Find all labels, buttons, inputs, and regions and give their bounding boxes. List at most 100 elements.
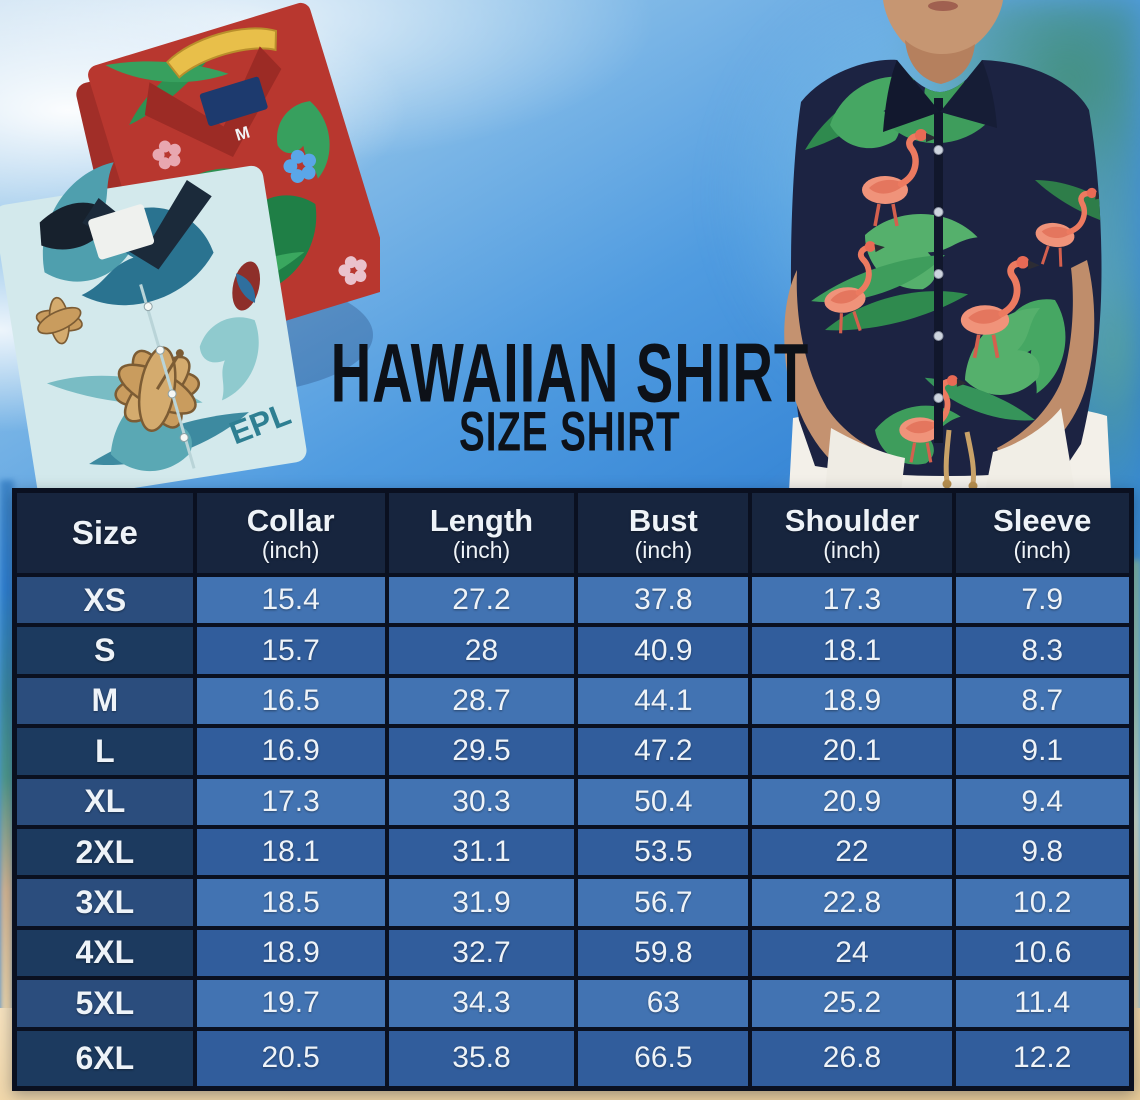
column-header-collar: Collar (inch): [194, 491, 387, 575]
size-cell: M: [15, 675, 195, 727]
value-cell: 59.8: [576, 927, 751, 979]
value-cell: 17.3: [750, 575, 954, 626]
collar-label-band: [166, 27, 278, 79]
value-cell: 26.8: [750, 1028, 954, 1088]
value-cell: 15.7: [194, 625, 387, 676]
shirt-collar-right: [940, 60, 997, 128]
teal-shirt-collar: [82, 179, 212, 270]
model-right-arm: [997, 260, 1095, 470]
value-cell: 28.7: [386, 675, 577, 727]
model-left-arm: [784, 270, 893, 478]
value-cell: 32.7: [386, 927, 577, 979]
value-cell: 7.9: [953, 575, 1131, 626]
value-cell: 66.5: [576, 1028, 751, 1088]
value-cell: 9.4: [953, 776, 1131, 827]
value-cell: 18.5: [194, 877, 387, 928]
size-cell: 5XL: [15, 978, 195, 1029]
model-neck: [905, 40, 975, 84]
value-cell: 15.4: [194, 575, 387, 626]
hibiscus-flower-small: [35, 296, 83, 345]
table-row: M 16.5 28.7 44.1 18.9 8.7: [15, 675, 1131, 727]
value-cell: 63: [576, 978, 751, 1029]
table-row: L 16.9 29.5 47.2 20.1 9.1: [15, 726, 1131, 777]
table-row: 4XL 18.9 32.7 59.8 24 10.6: [15, 927, 1131, 979]
red-shirt-neck-tag: [199, 76, 268, 126]
value-cell: 29.5: [386, 726, 577, 777]
table-row: 3XL 18.5 31.9 56.7 22.8 10.2: [15, 877, 1131, 928]
column-header-shoulder: Shoulder (inch): [750, 491, 954, 575]
column-header-bust: Bust (inch): [576, 491, 751, 575]
value-cell: 19.7: [194, 978, 387, 1029]
value-cell: 18.9: [194, 927, 387, 979]
value-cell: 8.7: [953, 675, 1131, 727]
pants-pocket-left: [825, 428, 905, 492]
value-cell: 25.2: [750, 978, 954, 1029]
table-row: XL 17.3 30.3 50.4 20.9 9.4: [15, 776, 1131, 827]
size-cell: L: [15, 726, 195, 777]
value-cell: 8.3: [953, 625, 1131, 676]
value-cell: 40.9: [576, 625, 751, 676]
model-photo: [784, 0, 1111, 492]
table-header-row: Size Collar (inch) Length (inch) Bust (inch…: [15, 491, 1131, 575]
model-lips: [928, 1, 958, 11]
value-cell: 47.2: [576, 726, 751, 777]
size-cell: XL: [15, 776, 195, 827]
size-tag-text: M: [233, 123, 252, 145]
value-cell: 9.1: [953, 726, 1131, 777]
red-shirt-collar: [144, 46, 282, 158]
value-cell: 22: [750, 826, 954, 878]
folded-shirts-photo: M: [0, 2, 380, 500]
table-row: XS 15.4 27.2 37.8 17.3 7.9: [15, 575, 1131, 626]
table-row: 2XL 18.1 31.1 53.5 22 9.8: [15, 826, 1131, 878]
value-cell: 20.1: [750, 726, 954, 777]
value-cell: 44.1: [576, 675, 751, 727]
value-cell: 12.2: [953, 1028, 1131, 1088]
value-cell: 11.4: [953, 978, 1131, 1029]
model-shirt: [790, 59, 1102, 477]
value-cell: 37.8: [576, 575, 751, 626]
column-header-length: Length (inch): [386, 491, 577, 575]
value-cell: 24: [750, 927, 954, 979]
table-row: 6XL 20.5 35.8 66.5 26.8 12.2: [15, 1028, 1131, 1088]
value-cell: 56.7: [576, 877, 751, 928]
title-block: HAWAIIAN SHIRT SIZE SHIRT: [0, 331, 1140, 459]
size-cell: 2XL: [15, 826, 195, 878]
teal-shirt-neck-label: [88, 204, 155, 260]
value-cell: 22.8: [750, 877, 954, 928]
left-edge-background: [0, 480, 14, 1020]
drawstring: [943, 429, 976, 485]
pants-pocket-right: [985, 408, 1075, 492]
value-cell: 30.3: [386, 776, 577, 827]
value-cell: 35.8: [386, 1028, 577, 1088]
size-cell: 4XL: [15, 927, 195, 979]
value-cell: 53.5: [576, 826, 751, 878]
page-subtitle: SIZE SHIRT: [459, 399, 681, 463]
table-row: S 15.7 28 40.9 18.1 8.3: [15, 625, 1131, 676]
value-cell: 18.1: [194, 826, 387, 878]
table-row: 5XL 19.7 34.3 63 25.2 11.4: [15, 978, 1131, 1029]
size-cell: 6XL: [15, 1028, 195, 1088]
value-cell: 31.1: [386, 826, 577, 878]
value-cell: 10.2: [953, 877, 1131, 928]
teal-shirt: EPL: [0, 155, 307, 500]
size-cell: 3XL: [15, 877, 195, 928]
shirt-collar-left: [883, 60, 940, 132]
page-title: HAWAIIAN SHIRT: [330, 326, 810, 420]
value-cell: 28: [386, 625, 577, 676]
value-cell: 16.5: [194, 675, 387, 727]
size-cell: XS: [15, 575, 195, 626]
value-cell: 20.9: [750, 776, 954, 827]
column-header-size: Size: [15, 491, 195, 575]
value-cell: 17.3: [194, 776, 387, 827]
value-cell: 50.4: [576, 776, 751, 827]
size-cell: S: [15, 625, 195, 676]
value-cell: 27.2: [386, 575, 577, 626]
size-chart-table: Size Collar (inch) Length (inch) Bust (inch…: [12, 488, 1134, 1091]
value-cell: 31.9: [386, 877, 577, 928]
model-chin: [883, 0, 1003, 56]
value-cell: 34.3: [386, 978, 577, 1029]
value-cell: 20.5: [194, 1028, 387, 1088]
value-cell: 9.8: [953, 826, 1131, 878]
value-cell: 10.6: [953, 927, 1131, 979]
